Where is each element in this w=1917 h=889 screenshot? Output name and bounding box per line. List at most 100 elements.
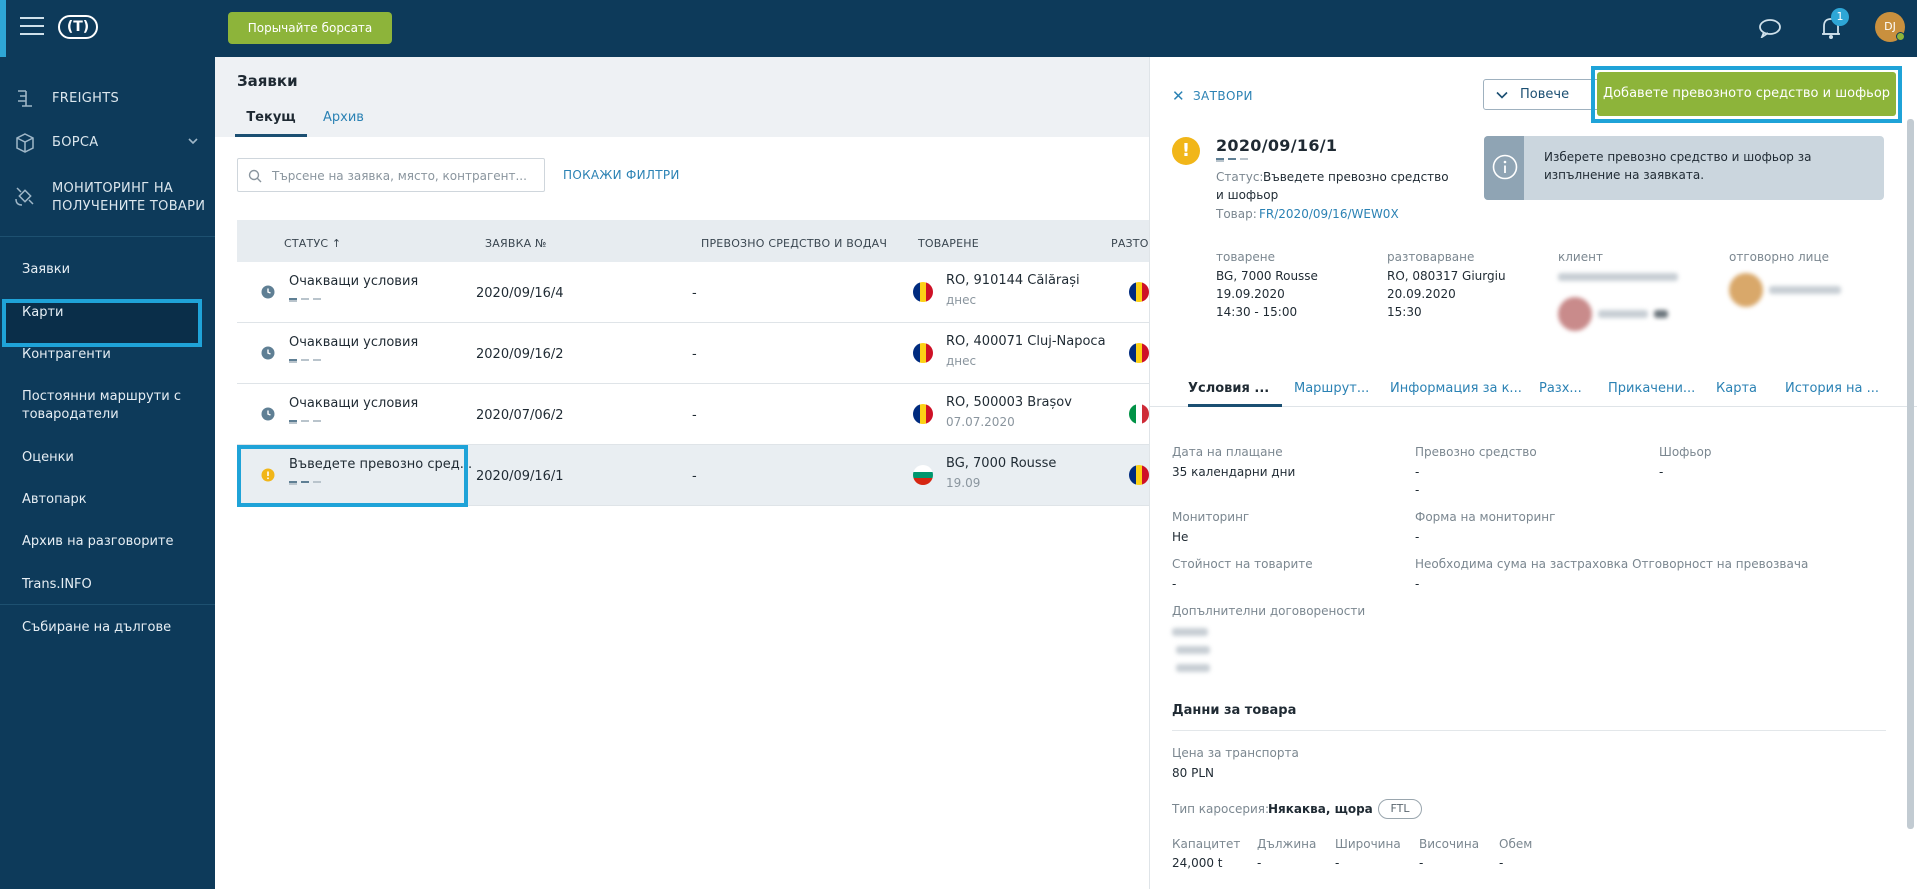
blurred-agreement-line: [1172, 628, 1208, 636]
column-header-loading[interactable]: ТОВАРЕНЕ: [918, 237, 979, 250]
goods-value: -: [1172, 577, 1177, 591]
section-divider: [1172, 730, 1886, 731]
sidebar: FREIGHTS БОРСА МОНИТОРИНГ НА ПОЛУЧЕНИТЕ Т…: [0, 57, 215, 889]
body-type-label: Тип каросерия:: [1172, 802, 1270, 816]
buy-exchange-button[interactable]: Порычайте борсата: [228, 12, 392, 44]
monitoring-form-value: -: [1415, 530, 1420, 544]
panel-scrollbar[interactable]: [1907, 119, 1914, 829]
progress-dashes: [289, 359, 333, 363]
blurred-agreement-line: [1176, 646, 1210, 654]
goods-link[interactable]: FR/2020/09/16/WEW0X: [1259, 207, 1399, 221]
chevron-down-icon: [1496, 91, 1508, 99]
unloading-time: 15:30: [1387, 305, 1422, 319]
ftl-badge: FTL: [1378, 799, 1422, 819]
responsible-label: отговорно лице: [1729, 250, 1830, 264]
flag-italy-icon: [1129, 404, 1149, 424]
tab-route[interactable]: Маршрут...: [1294, 381, 1370, 396]
loading-date: 19.09: [946, 476, 981, 490]
active-tab-underline: [1188, 404, 1282, 407]
length-label: Дължина: [1257, 837, 1317, 851]
close-icon: ✕: [1172, 87, 1185, 105]
payment-date-label: Дата на плащане: [1172, 445, 1283, 459]
column-header-unloading[interactable]: РАЗТОВАРВАНЕ: [1111, 237, 1150, 250]
clock-icon: [261, 407, 275, 421]
table-row[interactable]: Очакващи условия 2020/07/06/2 - RO, 5000…: [237, 384, 1175, 445]
goods-label: Товар:: [1216, 207, 1257, 221]
vehicle-value: -: [692, 286, 697, 301]
order-number: 2020/07/06/2: [476, 408, 564, 423]
volume-label: Обем: [1499, 837, 1533, 851]
add-vehicle-driver-button[interactable]: Добавете превозното средство и шофьор: [1597, 72, 1896, 116]
tab-attachments[interactable]: Прикачени...: [1608, 381, 1696, 396]
loading-place: RO, 910144 Călărași: [946, 273, 1080, 288]
table-row-selected[interactable]: Въведете превозно сред... 2020/09/16/1 -…: [237, 445, 1172, 506]
tab-client-info[interactable]: Информация за к...: [1390, 381, 1522, 396]
active-item-highlight: [2, 299, 202, 347]
sidebar-divider: [0, 604, 215, 605]
monitoring-label: Мониторинг: [1172, 510, 1250, 524]
unloading-date: 20.09.2020: [1387, 287, 1456, 301]
tab-history[interactable]: История на ...: [1785, 381, 1880, 396]
sidebar-item-label: Архив на разговорите: [22, 534, 174, 549]
vehicle-label: Превозно средство: [1415, 445, 1537, 459]
notification-badge: 1: [1831, 8, 1849, 26]
page-title: Заявки: [237, 72, 298, 90]
search-icon: [248, 169, 262, 183]
sidebar-item-freights[interactable]: FREIGHTS: [0, 79, 215, 119]
goods-section-title: Данни за товара: [1172, 703, 1297, 718]
close-panel-button[interactable]: ✕ ЗАТВОРИ: [1172, 87, 1253, 105]
tab-conditions[interactable]: Условия ...: [1188, 381, 1270, 396]
sidebar-item-label: FREIGHTS: [52, 91, 119, 106]
app-logo[interactable]: (T): [58, 15, 98, 39]
accent-strip: [0, 0, 6, 57]
blurred-client-person: [1598, 310, 1648, 318]
tab-map[interactable]: Карта: [1716, 381, 1757, 396]
more-button[interactable]: Повече: [1483, 79, 1621, 110]
cube-icon: [16, 133, 34, 153]
payment-date-value: 35 календарни дни: [1172, 465, 1296, 479]
info-text: изпълнение на заявката.: [1544, 168, 1705, 182]
info-box-accent: [1484, 136, 1524, 200]
loading-place: BG, 7000 Rousse: [946, 456, 1057, 471]
blurred-responsible-avatar: [1729, 273, 1763, 307]
order-detail-panel: ✕ ЗАТВОРИ Повече Добавете превозното сред…: [1149, 57, 1917, 889]
blurred-client-name: [1558, 273, 1678, 281]
loading-date: 07.07.2020: [946, 415, 1015, 429]
label-line-1: МОНИТОРИНГ НА: [52, 181, 174, 196]
monitoring-form-label: Форма на мониторинг: [1415, 510, 1556, 524]
chat-icon[interactable]: [1758, 18, 1782, 38]
column-header-vehicle[interactable]: ПРЕВОЗНО СРЕДСТВО И ВОДАЧ: [701, 237, 888, 250]
order-number: 2020/09/16/1: [476, 469, 564, 484]
search-placeholder: Търсене на заявка, място, контрагент...: [272, 169, 527, 183]
loading-place: BG, 7000 Rousse: [1216, 269, 1318, 283]
tab-costs[interactable]: Разх...: [1539, 381, 1582, 396]
sidebar-item-label: МОНИТОРИНГ НА ПОЛУЧЕНИТЕ ТОВАРИ: [52, 180, 205, 216]
progress-dashes: [289, 298, 333, 302]
tab-archive[interactable]: Архив: [323, 110, 364, 125]
column-header-status[interactable]: СТАТУС ↑: [284, 237, 342, 250]
search-input[interactable]: Търсене на заявка, място, контрагент...: [237, 158, 545, 192]
table-row[interactable]: Очакващи условия 2020/09/16/4 - RO, 9101…: [237, 262, 1172, 323]
insurance-value: -: [1415, 577, 1420, 591]
table-row[interactable]: Очакващи условия 2020/09/16/2 - RO, 4000…: [237, 323, 1172, 384]
sidebar-item-label: Заявки: [22, 262, 71, 277]
capacity-value: 24,000 t: [1172, 856, 1223, 870]
sidebar-item-label: Контрагенти: [22, 347, 111, 362]
selected-status-highlight: [237, 445, 468, 507]
orders-main: Заявки Текущ Архив Търсене на заявка, мя…: [215, 57, 1175, 889]
goods-value-label: Стойност на товарите: [1172, 557, 1313, 571]
sidebar-item-monitoring[interactable]: МОНИТОРИНГ НА ПОЛУЧЕНИТЕ ТОВАРИ: [0, 176, 215, 216]
unloading-place: RO, 080317 Giurgiu: [1387, 269, 1506, 283]
label-line-2: ПОЛУЧЕНИТЕ ТОВАРИ: [52, 199, 206, 214]
sidebar-item-exchange[interactable]: БОРСА: [0, 123, 215, 163]
show-filters-link[interactable]: ПОКАЖИ ФИЛТРИ: [563, 168, 680, 182]
column-header-number[interactable]: ЗАЯВКА №: [485, 237, 547, 250]
status-value-cont: и шофьор: [1216, 188, 1279, 202]
status-text: Очакващи условия: [289, 396, 419, 411]
satellite-icon: [15, 187, 34, 206]
tab-current[interactable]: Текущ: [235, 107, 307, 137]
hamburger-menu-icon[interactable]: [20, 17, 44, 37]
driver-value: -: [1659, 465, 1664, 479]
price-value: 80 PLN: [1172, 766, 1214, 780]
table-header: СТАТУС ↑ ЗАЯВКА № ПРЕВОЗНО СРЕДСТВО И ВО…: [237, 220, 1150, 262]
